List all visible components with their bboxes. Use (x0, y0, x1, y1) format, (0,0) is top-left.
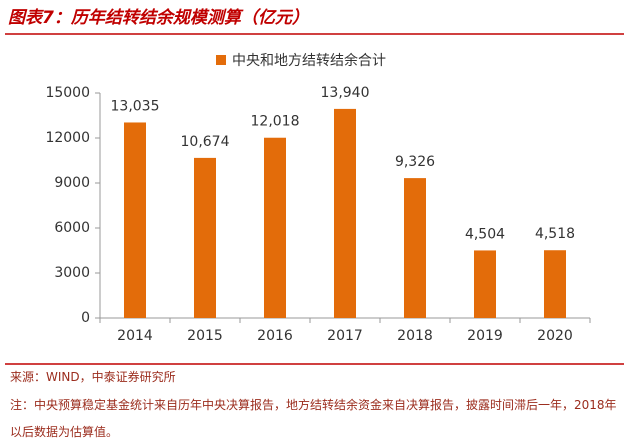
y-tick-label: 12000 (45, 130, 90, 146)
note: 注：中央预算稳定基金统计来自历年中央决算报告，地方结转结余资金来自决算报告，披露… (10, 398, 617, 439)
x-tick-label: 2018 (397, 328, 433, 344)
bar (404, 178, 426, 318)
x-tick-label: 2015 (187, 328, 223, 344)
x-tick-label: 2019 (467, 328, 503, 344)
bar (264, 137, 286, 318)
source: 来源：WIND，中泰证券研究所 (10, 370, 176, 384)
legend-swatch (216, 55, 226, 65)
value-label: 4,504 (465, 226, 505, 242)
value-label: 4,518 (535, 226, 575, 242)
y-tick-label: 6000 (54, 220, 90, 236)
value-label: 10,674 (181, 134, 230, 150)
value-label: 9,326 (395, 154, 435, 170)
y-tick-label: 3000 (54, 265, 90, 281)
bar (194, 157, 216, 318)
y-tick-label: 15000 (45, 85, 90, 101)
legend-label: 中央和地方结转结余合计 (232, 52, 386, 69)
y-tick-label: 9000 (54, 175, 90, 191)
value-label: 12,018 (251, 114, 300, 130)
value-label: 13,035 (111, 98, 160, 114)
x-tick-label: 2014 (117, 328, 153, 344)
chart-title: 图表7：历年结转结余规模测算（亿元） (8, 8, 309, 28)
bar (124, 122, 146, 318)
x-tick-label: 2020 (537, 328, 573, 344)
x-tick-label: 2017 (327, 328, 363, 344)
value-label: 13,940 (321, 85, 370, 101)
y-tick-label: 0 (81, 310, 90, 326)
bar (474, 250, 496, 318)
bar (334, 108, 356, 319)
bar (544, 250, 566, 318)
x-tick-label: 2016 (257, 328, 293, 344)
